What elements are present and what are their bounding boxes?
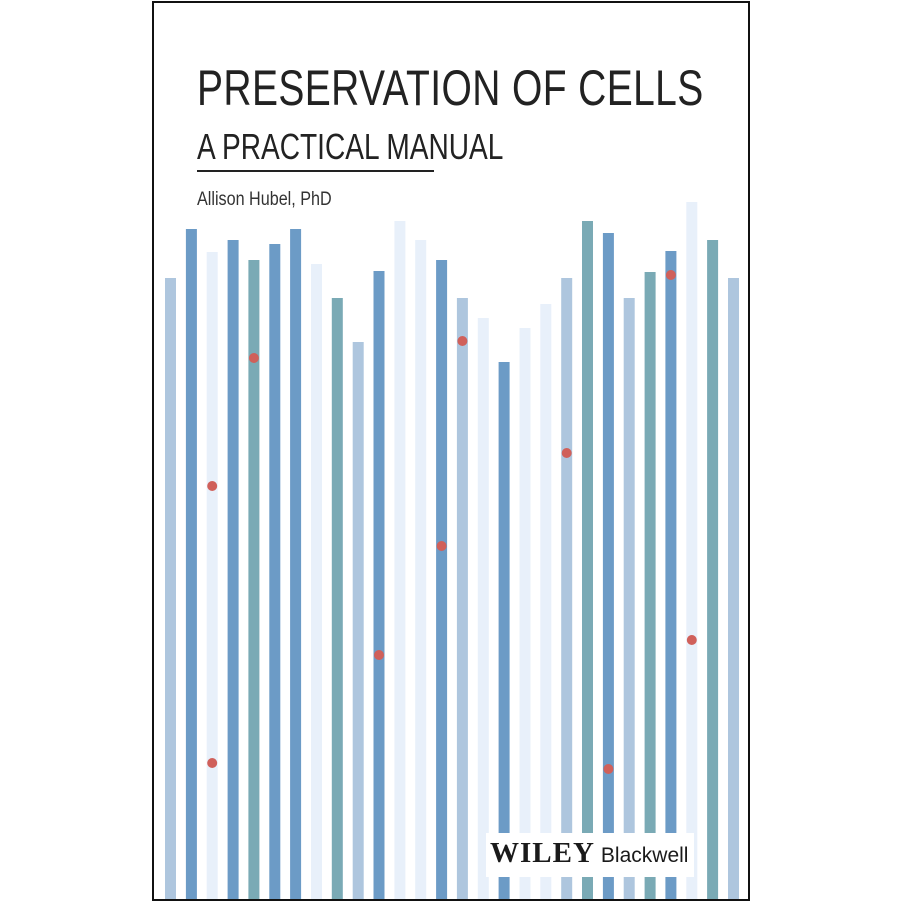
cover-bar	[373, 271, 385, 899]
cover-bar	[686, 202, 698, 899]
cell-dot	[436, 541, 447, 551]
cover-bar	[290, 229, 302, 899]
cover-bar	[352, 342, 364, 899]
cell-dot	[686, 635, 697, 645]
title-divider	[197, 170, 434, 172]
author-name: Allison Hubel, PhD	[197, 189, 332, 210]
cover-bar	[394, 221, 406, 899]
cover-bar	[477, 318, 489, 899]
cell-dot	[374, 650, 384, 660]
cell-dot	[603, 764, 614, 774]
cell-dot	[207, 481, 218, 491]
cover-bar	[582, 221, 593, 899]
cover-bar	[165, 278, 176, 899]
cover-bar	[227, 240, 239, 899]
publisher-imprint: Blackwell	[600, 844, 689, 867]
cell-dot	[561, 448, 572, 458]
cover-bar	[185, 229, 197, 899]
cover-bar	[248, 260, 260, 899]
book-cover: PRESERVATION OF CELLS A PRACTICAL MANUAL…	[152, 1, 750, 901]
book-subtitle: A PRACTICAL MANUAL	[197, 126, 504, 167]
cover-bar	[540, 304, 552, 899]
cover-bar	[498, 362, 510, 899]
bar-graphic	[165, 202, 739, 899]
cell-dot	[248, 353, 259, 363]
publisher-wiley: WILEY	[490, 837, 595, 869]
cover-bar	[206, 252, 218, 899]
cover-bar	[623, 298, 635, 899]
cover-bar	[456, 298, 468, 899]
cover-bar	[707, 240, 719, 899]
cover-bar	[311, 264, 322, 899]
book-title: PRESERVATION OF CELLS	[197, 60, 704, 116]
cover-bar	[269, 244, 281, 899]
publisher-logo: WILEY Blackwell	[486, 833, 695, 877]
cover-bar	[415, 240, 427, 899]
cover-bar	[519, 328, 531, 899]
cell-dot	[665, 270, 676, 280]
cover-bar	[665, 251, 677, 899]
cell-dot	[457, 336, 468, 346]
cover-bar	[602, 233, 614, 899]
cover-bar	[728, 278, 739, 899]
cover-bar	[436, 260, 448, 899]
cover-bar	[331, 298, 343, 899]
cell-dot	[207, 758, 218, 768]
cover-bar	[561, 278, 573, 899]
cover-bar	[644, 272, 656, 899]
